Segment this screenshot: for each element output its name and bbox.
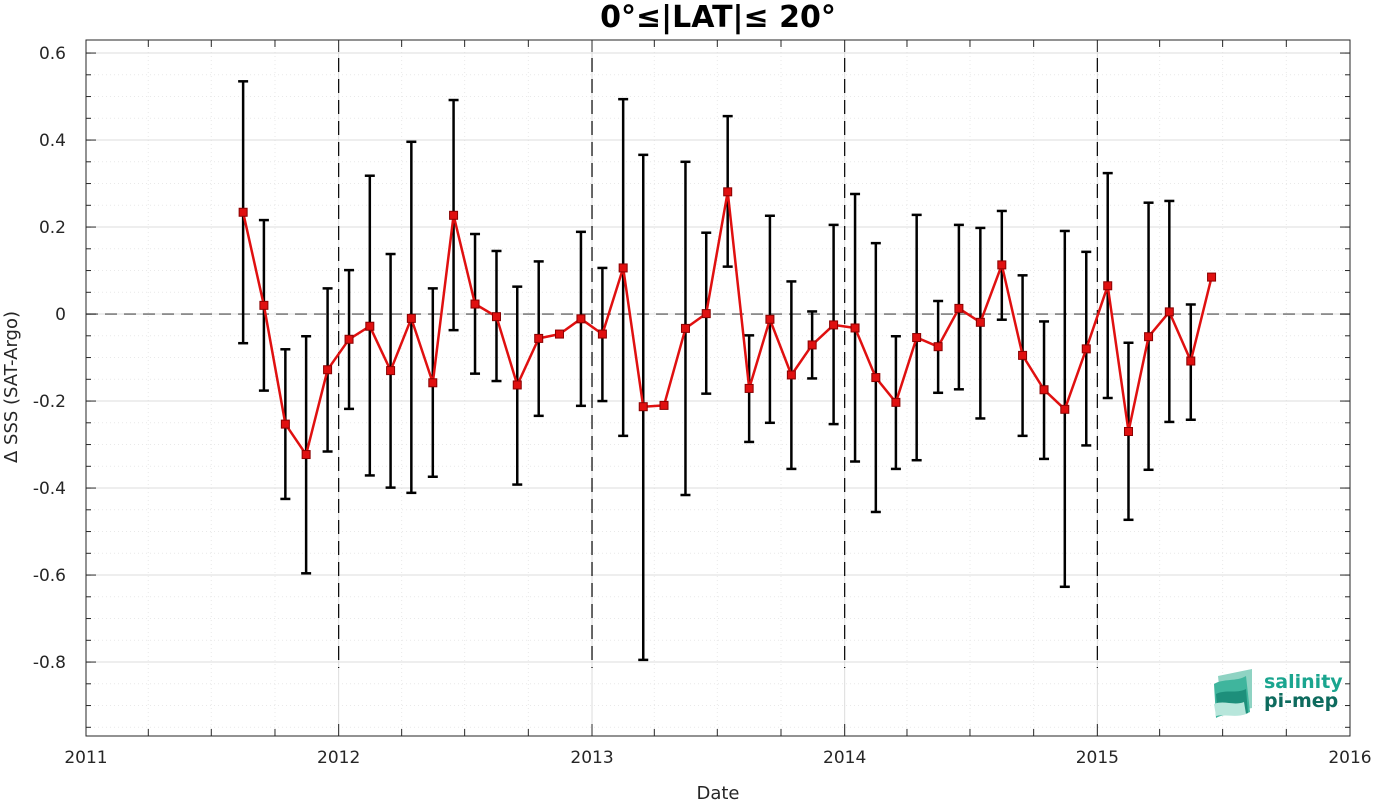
data-point-marker [428, 378, 438, 388]
data-point-marker [1164, 307, 1174, 317]
data-point-marker [618, 263, 628, 273]
data-point-marker [850, 323, 860, 333]
data-point-marker [597, 329, 607, 339]
data-point-marker [659, 400, 669, 410]
data-point-marker [933, 342, 943, 352]
data-point-marker [512, 380, 522, 390]
data-point-marker [365, 321, 375, 331]
x-tick-label: 2014 [823, 748, 866, 768]
x-tick-label: 2012 [317, 748, 360, 768]
data-point-marker [259, 300, 269, 310]
plot-frame [85, 39, 1351, 737]
x-tick-labels: 2011 2012 2013 2014 2015 2016 [64, 748, 1371, 768]
data-point-marker [638, 402, 648, 412]
y-tick-label: -0.2 [33, 392, 66, 412]
y-tick-label: -0.4 [33, 479, 66, 499]
series-markers [238, 187, 1217, 460]
data-point-marker [238, 207, 248, 217]
data-point-marker [534, 333, 544, 343]
y-tick-label: -0.6 [33, 566, 66, 586]
y-tick-label: 0.4 [39, 131, 66, 151]
data-point-marker [301, 450, 311, 460]
x-axis-label: Date [696, 783, 739, 801]
data-point-marker [807, 340, 817, 350]
data-point-marker [954, 303, 964, 313]
y-tick-labels: 0.6 0.4 0.2 0 -0.2 -0.4 -0.6 -0.8 [33, 44, 66, 673]
data-point-marker [891, 397, 901, 407]
data-point-marker [997, 260, 1007, 270]
data-point-marker [344, 334, 354, 344]
logo-line-1: salinity [1264, 671, 1343, 693]
data-point-marker [680, 323, 690, 333]
data-point-marker [406, 313, 416, 323]
data-point-marker [701, 309, 711, 319]
data-point-marker [1186, 356, 1196, 366]
data-point-marker [723, 187, 733, 197]
year-boundary-lines [338, 58, 1098, 668]
data-point-marker [1103, 281, 1113, 291]
y-tick-label: 0 [55, 305, 66, 325]
data-point-marker [1207, 272, 1217, 282]
x-tick-label: 2015 [1076, 748, 1119, 768]
x-tick-label: 2016 [1328, 748, 1371, 768]
data-point-marker [491, 312, 501, 322]
axis-ticks [85, 40, 1351, 736]
y-tick-label: -0.8 [33, 653, 66, 673]
y-tick-label: 0.2 [39, 218, 66, 238]
data-point-marker [1018, 350, 1028, 360]
minor-grid [86, 40, 1350, 736]
data-point-marker [912, 333, 922, 343]
data-point-marker [1123, 427, 1133, 436]
logo-line-2: pi-mep [1264, 690, 1338, 712]
data-point-marker [1144, 332, 1154, 342]
data-point-marker [975, 317, 985, 327]
data-point-marker [386, 366, 396, 376]
data-point-marker [470, 299, 480, 309]
waves-icon [1214, 669, 1252, 718]
data-point-marker [576, 314, 586, 324]
x-tick-label: 2011 [64, 748, 107, 768]
data-point-marker [323, 365, 333, 375]
data-point-marker [871, 373, 881, 383]
data-point-marker [1039, 385, 1049, 395]
data-point-marker [744, 383, 754, 393]
data-point-marker [1081, 344, 1091, 354]
major-grid [85, 40, 1351, 736]
data-point-marker [786, 370, 796, 380]
data-point-marker [829, 320, 839, 330]
y-tick-label: 0.6 [39, 44, 66, 64]
x-tick-label: 2013 [570, 748, 613, 768]
data-point-marker [449, 210, 459, 220]
data-point-marker [554, 329, 564, 339]
data-point-marker [280, 419, 290, 429]
chart-title: 0°≤|LAT|≤ 20° [600, 0, 836, 35]
data-point-marker [1060, 404, 1070, 414]
salinity-pi-mep-logo: salinity pi-mep [1214, 669, 1343, 718]
y-axis-label: Δ SSS (SAT-Argo) [1, 311, 22, 463]
data-point-marker [765, 314, 775, 324]
